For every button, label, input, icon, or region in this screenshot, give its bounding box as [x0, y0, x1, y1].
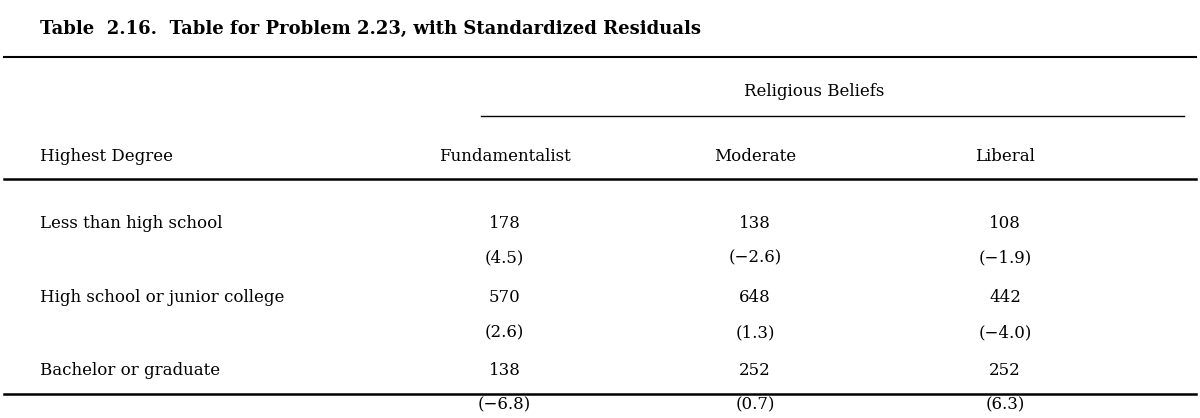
- Text: (−1.9): (−1.9): [978, 249, 1032, 266]
- Text: (0.7): (0.7): [736, 397, 775, 414]
- Text: Less than high school: Less than high school: [40, 214, 222, 232]
- Text: 138: 138: [488, 362, 521, 379]
- Text: High school or junior college: High school or junior college: [40, 289, 284, 306]
- Text: Liberal: Liberal: [976, 148, 1036, 165]
- Text: (−4.0): (−4.0): [978, 324, 1032, 341]
- Text: Bachelor or graduate: Bachelor or graduate: [40, 362, 220, 379]
- Text: Table  2.16.  Table for Problem 2.23, with Standardized Residuals: Table 2.16. Table for Problem 2.23, with…: [40, 20, 701, 38]
- Text: Religious Beliefs: Religious Beliefs: [744, 83, 884, 100]
- Text: (−2.6): (−2.6): [728, 249, 781, 266]
- Text: 252: 252: [989, 362, 1021, 379]
- Text: 138: 138: [739, 214, 770, 232]
- Text: Highest Degree: Highest Degree: [40, 148, 173, 165]
- Text: Moderate: Moderate: [714, 148, 796, 165]
- Text: (6.3): (6.3): [985, 397, 1025, 414]
- Text: 178: 178: [488, 214, 521, 232]
- Text: 570: 570: [488, 289, 521, 306]
- Text: Fundamentalist: Fundamentalist: [439, 148, 570, 165]
- Text: 442: 442: [989, 289, 1021, 306]
- Text: 648: 648: [739, 289, 770, 306]
- Text: 108: 108: [989, 214, 1021, 232]
- Text: (4.5): (4.5): [485, 249, 524, 266]
- Text: 252: 252: [739, 362, 770, 379]
- Text: (1.3): (1.3): [736, 324, 775, 341]
- Text: (2.6): (2.6): [485, 324, 524, 341]
- Text: (−6.8): (−6.8): [478, 397, 532, 414]
